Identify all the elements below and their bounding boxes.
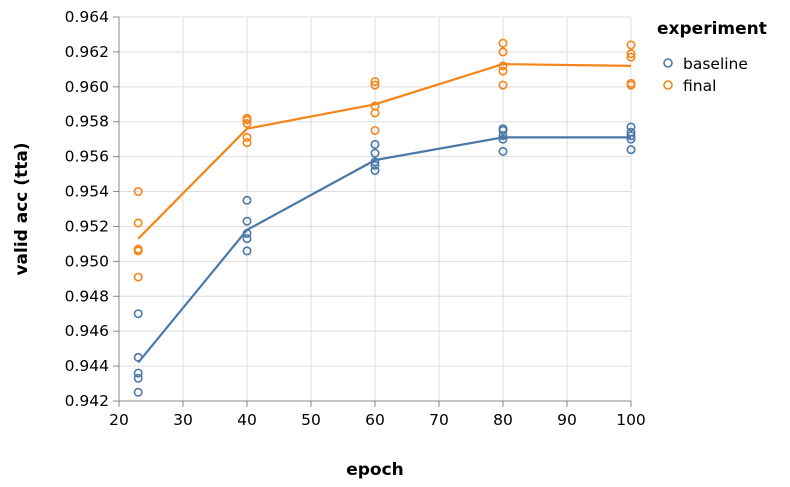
- data-point-final: [242, 138, 252, 148]
- x-tick-label: 100: [616, 411, 646, 429]
- y-tick-label: 0.944: [65, 357, 109, 375]
- data-point-final: [498, 80, 508, 90]
- data-point-baseline: [370, 139, 380, 149]
- data-point-baseline: [626, 127, 636, 137]
- data-point-baseline: [242, 216, 252, 226]
- mean-line-baseline: [137, 136, 631, 364]
- data-point-final: [626, 78, 636, 88]
- series-layer: [133, 38, 636, 397]
- x-tick-label: 40: [237, 411, 257, 429]
- y-tick-label: 0.950: [65, 252, 109, 270]
- gridlines: [118, 16, 632, 402]
- data-point-final: [133, 187, 143, 197]
- y-tick-label: 0.954: [65, 183, 109, 201]
- data-point-baseline: [242, 234, 252, 244]
- data-point-final: [498, 66, 508, 76]
- data-point-baseline: [370, 160, 380, 170]
- legend-label-final: final: [683, 77, 716, 95]
- data-point-baseline: [498, 134, 508, 144]
- y-tick-label: 0.946: [65, 322, 109, 340]
- y-tick-label: 0.952: [65, 217, 109, 235]
- y-tick-label: 0.962: [65, 43, 109, 61]
- data-point-final: [133, 244, 143, 254]
- series-baseline: [133, 122, 636, 397]
- x-tick-label: 60: [365, 411, 385, 429]
- data-point-baseline: [133, 309, 143, 319]
- legend-symbol-final: [663, 80, 673, 90]
- x-tick-label: 50: [301, 411, 321, 429]
- data-point-baseline: [242, 195, 252, 205]
- data-point-final: [626, 40, 636, 50]
- data-point-final: [626, 49, 636, 59]
- y-tick-label: 0.960: [65, 78, 109, 96]
- legend-title: experiment: [657, 19, 767, 39]
- x-tick-label: 20: [109, 411, 129, 429]
- data-point-final: [370, 77, 380, 87]
- data-point-baseline: [626, 122, 636, 132]
- y-tick-label: 0.948: [65, 287, 109, 305]
- data-point-baseline: [370, 166, 380, 176]
- data-point-final: [133, 218, 143, 228]
- data-point-final: [498, 38, 508, 48]
- data-point-final: [626, 52, 636, 62]
- x-tick-label: 30: [173, 411, 193, 429]
- data-point-baseline: [626, 131, 636, 141]
- data-point-final: [133, 272, 143, 282]
- legend: experiment baseline final: [657, 19, 767, 95]
- y-tick-label: 0.964: [65, 8, 109, 26]
- y-axis-title: valid acc (tta): [12, 142, 32, 275]
- y-tick-label: 0.958: [65, 113, 109, 131]
- y-tick-label: 0.956: [65, 148, 109, 166]
- mean-line-final: [137, 62, 632, 240]
- data-point-baseline: [133, 373, 143, 383]
- data-point-final: [242, 118, 252, 128]
- data-point-final: [242, 132, 252, 142]
- data-point-baseline: [370, 148, 380, 158]
- data-point-final: [498, 47, 508, 57]
- x-tick-label: 80: [493, 411, 513, 429]
- data-point-final: [370, 80, 380, 90]
- data-point-baseline: [133, 368, 143, 378]
- x-axis-ticks: 20 30 40 50 60 70 80 90 100: [109, 401, 646, 429]
- data-point-baseline: [242, 246, 252, 256]
- data-point-baseline: [133, 387, 143, 397]
- data-point-baseline: [626, 145, 636, 155]
- data-point-final: [242, 113, 252, 123]
- y-tick-label: 0.942: [65, 392, 109, 410]
- data-point-baseline: [498, 146, 508, 156]
- x-axis-title: epoch: [346, 460, 404, 480]
- series-final: [133, 38, 636, 282]
- legend-label-baseline: baseline: [683, 55, 748, 73]
- data-point-final: [370, 125, 380, 135]
- x-tick-label: 70: [429, 411, 449, 429]
- data-point-baseline: [498, 124, 508, 134]
- legend-symbol-baseline: [663, 58, 673, 68]
- x-tick-label: 90: [557, 411, 577, 429]
- y-axis-ticks: 0.942 0.944 0.946 0.948 0.950 0.952 0.954 0.956…: [65, 8, 119, 410]
